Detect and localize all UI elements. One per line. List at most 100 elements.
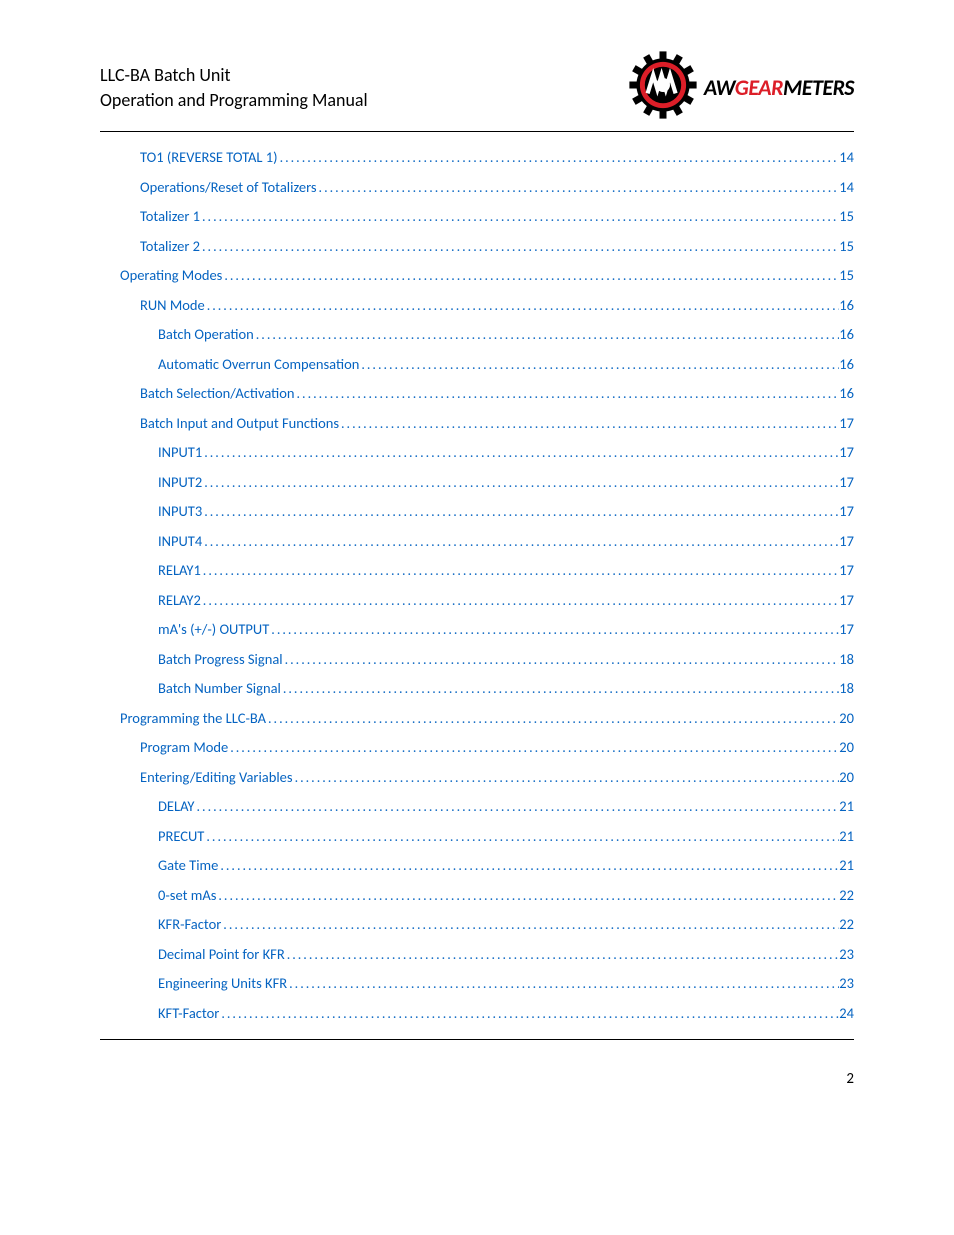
toc-entry[interactable]: mA's (+/-) OUTPUT 17 (100, 622, 854, 637)
toc-entry-label: Operations/Reset of Totalizers (140, 180, 317, 195)
toc-entry-page: 18 (839, 681, 854, 696)
toc-entry[interactable]: RELAY2 17 (100, 593, 854, 608)
toc-entry-page: 14 (839, 180, 854, 195)
toc-leader-dots (228, 741, 839, 755)
toc-entry-page: 17 (839, 622, 854, 637)
document-header: LLC-BA Batch Unit Operation and Programm… (100, 50, 854, 125)
toc-entry-label: Automatic Overrun Compensation (158, 357, 359, 372)
toc-entry-label: Totalizer 2 (140, 239, 200, 254)
toc-entry-label: Operating Modes (120, 268, 222, 283)
toc-leader-dots (293, 771, 840, 785)
toc-entry-label: INPUT4 (158, 534, 202, 549)
toc-entry[interactable]: Automatic Overrun Compensation 16 (100, 357, 854, 372)
toc-entry-page: 23 (839, 976, 854, 991)
toc-entry[interactable]: Totalizer 115 (100, 209, 854, 224)
toc-entry-label: TO1 (REVERSE TOTAL 1) (140, 150, 278, 165)
toc-entry-label: KFR-Factor (158, 917, 221, 932)
toc-leader-dots (222, 269, 839, 283)
toc-entry[interactable]: Batch Operation16 (100, 327, 854, 342)
toc-entry[interactable]: Entering/Editing Variables 20 (100, 770, 854, 785)
document-title: LLC-BA Batch Unit (100, 63, 368, 87)
toc-entry[interactable]: Operations/Reset of Totalizers 14 (100, 180, 854, 195)
toc-entry[interactable]: DELAY21 (100, 799, 854, 814)
toc-entry[interactable]: Batch Number Signal 18 (100, 681, 854, 696)
toc-entry-page: 17 (839, 593, 854, 608)
toc-leader-dots (221, 918, 839, 932)
toc-entry[interactable]: INPUT117 (100, 445, 854, 460)
toc-leader-dots (204, 830, 839, 844)
toc-leader-dots (202, 535, 839, 549)
toc-entry-page: 21 (839, 858, 854, 873)
footer-rule (100, 1039, 854, 1040)
toc-entry-page: 16 (839, 298, 854, 313)
toc-leader-dots (254, 328, 840, 342)
toc-leader-dots (201, 564, 840, 578)
toc-leader-dots (266, 712, 839, 726)
toc-entry-label: mA's (+/-) OUTPUT (158, 622, 269, 637)
toc-entry-label: Decimal Point for KFR (158, 947, 285, 962)
toc-entry-page: 16 (839, 327, 854, 342)
toc-entry[interactable]: INPUT317 (100, 504, 854, 519)
toc-entry[interactable]: INPUT417 (100, 534, 854, 549)
toc-entry[interactable]: KFR-Factor22 (100, 917, 854, 932)
toc-entry-label: RELAY2 (158, 593, 201, 608)
toc-leader-dots (202, 505, 839, 519)
toc-entry[interactable]: Batch Progress Signal18 (100, 652, 854, 667)
toc-entry[interactable]: RELAY1 17 (100, 563, 854, 578)
toc-entry-page: 17 (839, 416, 854, 431)
toc-entry[interactable]: KFT-Factor 24 (100, 1006, 854, 1021)
toc-entry-page: 17 (839, 504, 854, 519)
toc-entry[interactable]: Operating Modes 15 (100, 268, 854, 283)
toc-entry[interactable]: Program Mode20 (100, 740, 854, 755)
toc-entry-label: 0-set mAs (158, 888, 216, 903)
toc-entry-page: 22 (839, 888, 854, 903)
toc-entry-label: DELAY (158, 799, 195, 814)
toc-entry-label: Gate Time (158, 858, 218, 873)
toc-leader-dots (200, 210, 839, 224)
toc-entry-page: 20 (839, 770, 854, 785)
toc-leader-dots (278, 151, 840, 165)
toc-leader-dots (285, 948, 840, 962)
toc-entry[interactable]: Batch Input and Output Functions 17 (100, 416, 854, 431)
toc-entry[interactable]: Decimal Point for KFR 23 (100, 947, 854, 962)
toc-entry-page: 24 (839, 1006, 854, 1021)
toc-entry-label: Batch Number Signal (158, 681, 281, 696)
toc-entry[interactable]: RUN Mode16 (100, 298, 854, 313)
toc-entry[interactable]: 0-set mAs 22 (100, 888, 854, 903)
toc-entry[interactable]: Programming the LLC-BA20 (100, 711, 854, 726)
header-text-block: LLC-BA Batch Unit Operation and Programm… (100, 63, 368, 112)
toc-leader-dots (359, 358, 839, 372)
toc-leader-dots (281, 682, 839, 696)
document-subtitle: Operation and Programming Manual (100, 88, 368, 112)
toc-entry-page: 17 (839, 563, 854, 578)
toc-entry[interactable]: PRECUT 21 (100, 829, 854, 844)
toc-entry[interactable]: Engineering Units KFR 23 (100, 976, 854, 991)
toc-entry[interactable]: Gate Time 21 (100, 858, 854, 873)
toc-entry-label: Entering/Editing Variables (140, 770, 293, 785)
toc-leader-dots (202, 446, 839, 460)
toc-entry-label: Program Mode (140, 740, 228, 755)
toc-entry[interactable]: Totalizer 215 (100, 239, 854, 254)
toc-leader-dots (269, 623, 839, 637)
toc-entry-label: KFT-Factor (158, 1006, 219, 1021)
toc-entry-label: INPUT1 (158, 445, 202, 460)
toc-entry-label: Batch Input and Output Functions (140, 416, 339, 431)
toc-leader-dots (339, 417, 839, 431)
toc-leader-dots (317, 181, 840, 195)
toc-leader-dots (287, 977, 839, 991)
toc-entry-label: PRECUT (158, 829, 204, 844)
toc-entry-page: 16 (839, 357, 854, 372)
toc-entry-page: 16 (839, 386, 854, 401)
toc-entry-label: Engineering Units KFR (158, 976, 287, 991)
toc-entry[interactable]: TO1 (REVERSE TOTAL 1)14 (100, 150, 854, 165)
toc-entry-label: RELAY1 (158, 563, 201, 578)
toc-entry-page: 15 (839, 268, 854, 283)
toc-entry-page: 21 (839, 829, 854, 844)
toc-leader-dots (283, 653, 840, 667)
toc-entry-page: 23 (839, 947, 854, 962)
toc-entry-page: 17 (839, 475, 854, 490)
toc-entry[interactable]: INPUT217 (100, 475, 854, 490)
toc-entry-page: 20 (839, 711, 854, 726)
toc-entry[interactable]: Batch Selection/Activation16 (100, 386, 854, 401)
brand-meters: METERS (783, 74, 854, 101)
